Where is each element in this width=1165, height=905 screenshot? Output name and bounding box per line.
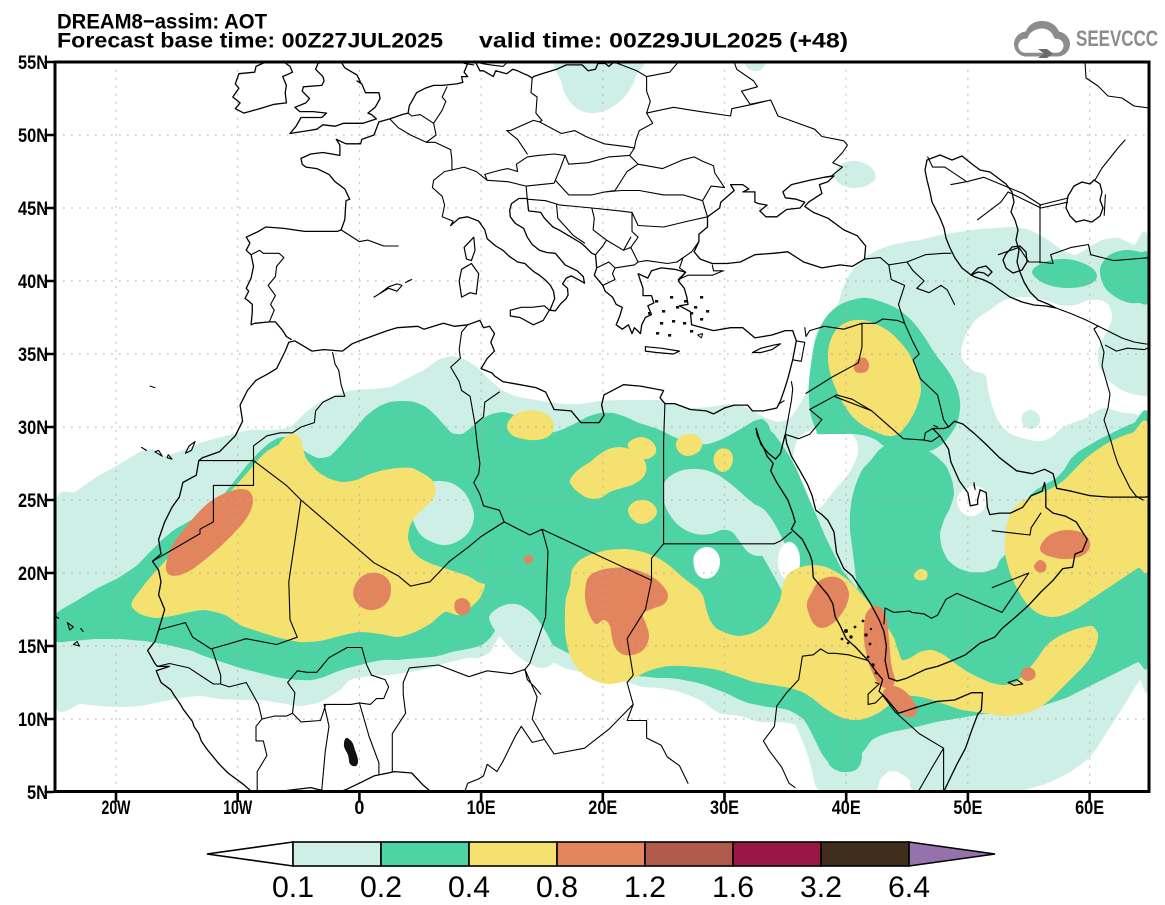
svg-text:0.1: 0.1 [272, 871, 314, 904]
svg-text:60E: 60E [1075, 798, 1104, 819]
svg-text:1.6: 1.6 [712, 871, 754, 904]
svg-text:25N: 25N [18, 491, 48, 512]
svg-text:3.2: 3.2 [800, 871, 842, 904]
svg-text:40E: 40E [832, 798, 861, 819]
svg-text:40N: 40N [18, 272, 48, 293]
svg-text:1.2: 1.2 [624, 871, 666, 904]
svg-text:Forecast base time: 00Z27JUL20: Forecast base time: 00Z27JUL2025 [57, 29, 443, 53]
svg-text:50N: 50N [18, 126, 48, 147]
svg-text:35N: 35N [18, 345, 48, 366]
svg-text:55N: 55N [18, 53, 48, 74]
svg-text:valid time: 00Z29JUL2025 (+48): valid time: 00Z29JUL2025 (+48) [479, 29, 848, 53]
svg-text:20N: 20N [18, 564, 48, 585]
svg-text:0.8: 0.8 [536, 871, 578, 904]
svg-text:50E: 50E [953, 798, 982, 819]
svg-text:5N: 5N [27, 783, 48, 804]
svg-text:SEEVCCC: SEEVCCC [1076, 26, 1158, 51]
svg-text:15N: 15N [18, 637, 48, 658]
svg-text:10E: 10E [467, 798, 496, 819]
svg-text:0: 0 [354, 798, 364, 819]
svg-text:20E: 20E [588, 798, 617, 819]
svg-text:0.4: 0.4 [448, 871, 490, 904]
svg-text:6.4: 6.4 [888, 871, 930, 904]
svg-text:30N: 30N [18, 418, 48, 439]
svg-text:0.2: 0.2 [360, 871, 402, 904]
svg-text:DREAM8−assim: AOT: DREAM8−assim: AOT [57, 10, 267, 34]
svg-text:10W: 10W [223, 798, 252, 819]
svg-text:30E: 30E [710, 798, 739, 819]
svg-text:45N: 45N [18, 199, 48, 220]
svg-text:20W: 20W [102, 798, 131, 819]
svg-text:10N: 10N [18, 710, 48, 731]
